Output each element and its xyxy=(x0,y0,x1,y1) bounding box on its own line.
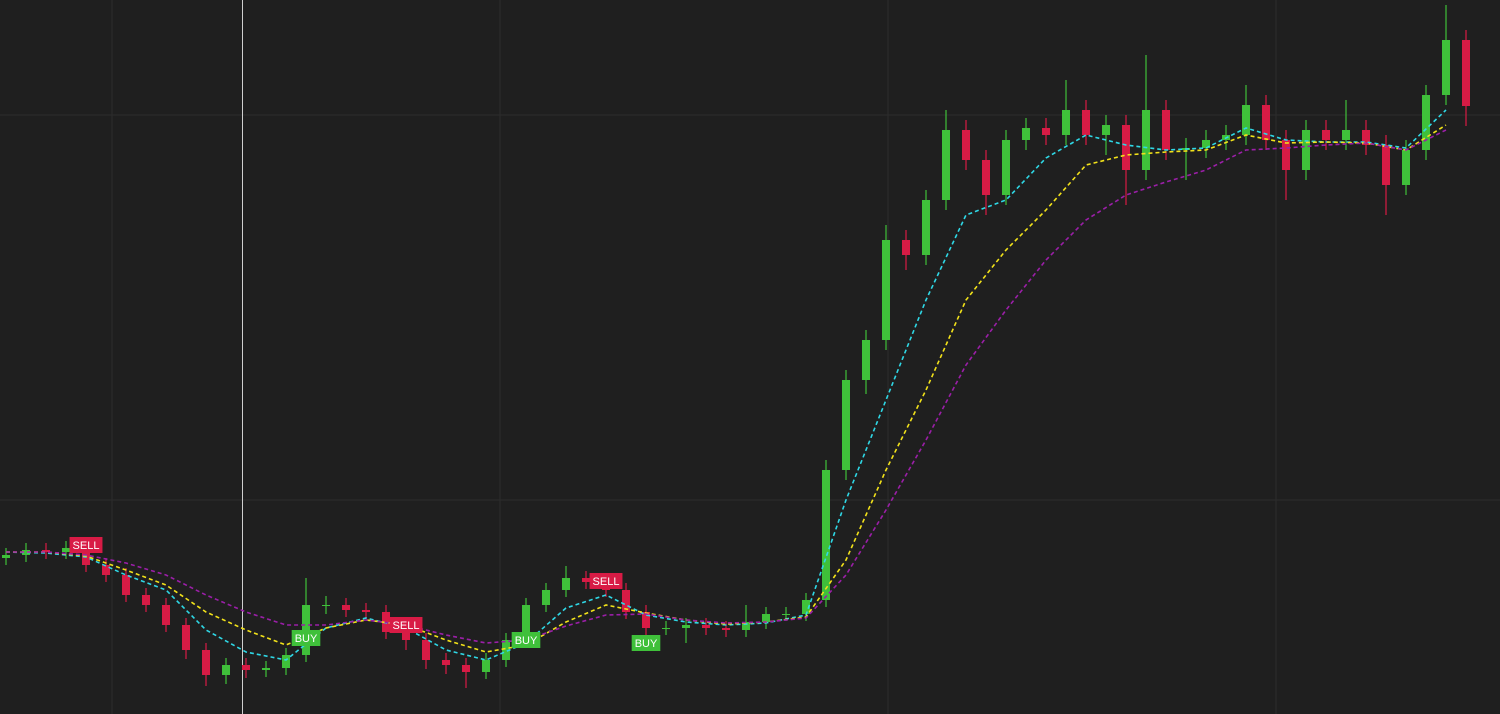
candle-body xyxy=(2,555,10,558)
candle-body xyxy=(242,665,250,670)
candle-body xyxy=(42,550,50,552)
candle-body xyxy=(1062,110,1070,135)
candle-body xyxy=(762,614,770,622)
candle-body xyxy=(502,640,510,660)
signal-box xyxy=(589,573,623,589)
candle-body xyxy=(322,605,330,606)
candle-body xyxy=(282,655,290,668)
candle-body xyxy=(142,595,150,605)
candle-body xyxy=(1382,145,1390,185)
candle-body xyxy=(1162,110,1170,150)
candle-body xyxy=(622,590,630,612)
candle-body xyxy=(1082,110,1090,135)
candle-body xyxy=(522,605,530,640)
candle-body xyxy=(822,470,830,600)
candle-body xyxy=(662,628,670,629)
signal-box xyxy=(291,630,321,646)
signal-label: BUY xyxy=(515,635,538,647)
signal-label: BUY xyxy=(295,633,318,645)
candle-body xyxy=(122,575,130,595)
candle-body xyxy=(1102,125,1110,135)
moving-average xyxy=(5,109,1447,661)
candle-body xyxy=(1262,105,1270,140)
candle-body xyxy=(922,200,930,255)
candle-body xyxy=(1422,95,1430,150)
signal-box xyxy=(631,635,661,651)
candle-body xyxy=(802,600,810,614)
candle-body xyxy=(482,660,490,672)
candle-body xyxy=(362,610,370,612)
candle-body xyxy=(782,614,790,615)
candle-body xyxy=(1362,130,1370,145)
candle-body xyxy=(222,665,230,675)
candle-body xyxy=(442,660,450,665)
candle-body xyxy=(842,380,850,470)
candle-body xyxy=(102,565,110,575)
candle-body xyxy=(1142,110,1150,170)
candle-body xyxy=(1022,128,1030,140)
candle-body xyxy=(262,668,270,670)
signal-label: SELL xyxy=(73,540,100,552)
signal: SELL xyxy=(389,617,423,633)
candle-body xyxy=(942,130,950,200)
signal-label: BUY xyxy=(635,638,658,650)
candle-body xyxy=(542,590,550,605)
candle-body xyxy=(962,130,970,160)
candle-body xyxy=(562,578,570,590)
candle-body xyxy=(1202,140,1210,148)
signal: SELL xyxy=(69,537,103,553)
signal-box xyxy=(511,632,541,648)
candle-body xyxy=(342,605,350,610)
candle-body xyxy=(22,550,30,555)
candle-body xyxy=(742,622,750,630)
candle-body xyxy=(902,240,910,255)
candle-body xyxy=(982,160,990,195)
candle-body xyxy=(722,628,730,630)
candle-body xyxy=(1342,130,1350,140)
signal: BUY xyxy=(291,630,321,646)
candle-body xyxy=(1442,40,1450,95)
candle-body xyxy=(182,625,190,650)
candle-body xyxy=(62,548,70,552)
candle-body xyxy=(642,612,650,628)
candle-body xyxy=(582,578,590,582)
candle-body xyxy=(1002,140,1010,195)
candle-body xyxy=(402,632,410,640)
candle-body xyxy=(682,625,690,628)
candle-body xyxy=(862,340,870,380)
signal: BUY xyxy=(631,635,661,651)
moving-average xyxy=(6,124,1447,653)
signal-box xyxy=(389,617,423,633)
candle-body xyxy=(202,650,210,675)
candle-body xyxy=(162,605,170,625)
candle-body xyxy=(1242,105,1250,135)
candle-body xyxy=(462,665,470,672)
signal: SELL xyxy=(589,573,623,589)
candle-body xyxy=(422,640,430,660)
candle-body xyxy=(702,625,710,628)
candle-body xyxy=(1462,40,1470,106)
signal: BUY xyxy=(511,632,541,648)
signal-label: SELL xyxy=(393,620,420,632)
candle-body xyxy=(1282,140,1290,170)
candle-body xyxy=(1122,125,1130,170)
candle-body xyxy=(1322,130,1330,140)
signal-label: SELL xyxy=(593,576,620,588)
candle-body xyxy=(1302,130,1310,170)
signal-box xyxy=(69,537,103,553)
candle-body xyxy=(882,240,890,340)
candle-body xyxy=(1402,150,1410,185)
candle-body xyxy=(1042,128,1050,135)
